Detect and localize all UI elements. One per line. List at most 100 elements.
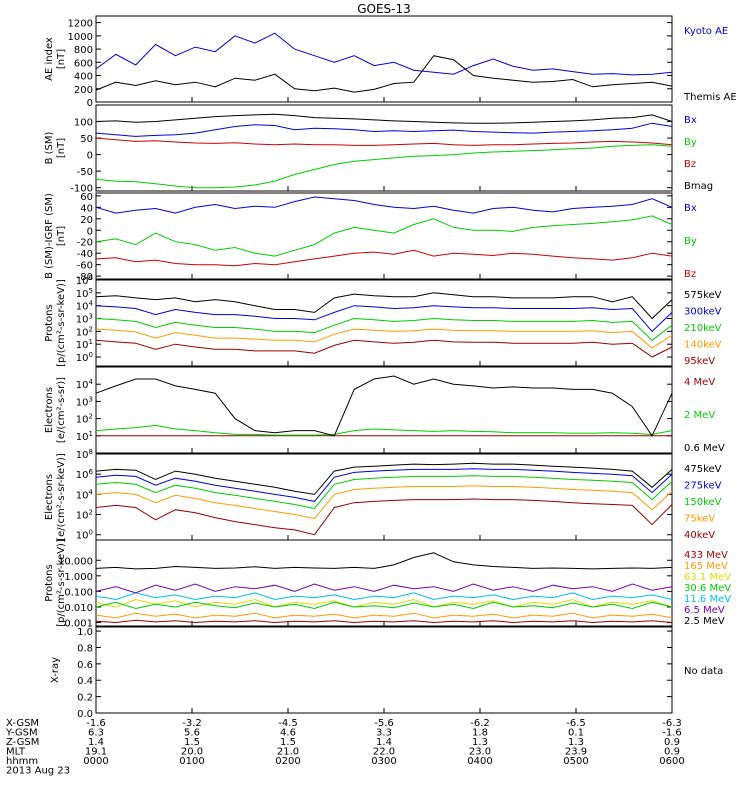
legend-label: Kyoto AE	[684, 26, 728, 37]
legend-label: 140keV	[684, 340, 722, 351]
y-tick-label: 800	[74, 45, 93, 56]
y-axis-label: Protons	[44, 564, 55, 601]
y-axis-label: AE index	[44, 37, 55, 81]
footer-cell: 0.9	[664, 737, 680, 748]
series-line-2-mev	[95, 424, 673, 436]
legend-label: 40keV	[684, 530, 715, 541]
y-axis-label: [nT]	[56, 138, 67, 158]
legend-label: 0.6 MeV	[684, 443, 725, 454]
y-tick-label: 0.4	[77, 676, 93, 687]
series-line-40kev	[95, 498, 673, 536]
y-tick-label: 0.100	[64, 587, 93, 598]
y-tick-label: 10.000	[58, 556, 93, 567]
legend-label: Bz	[684, 269, 696, 280]
legend-label: Bmag	[684, 181, 713, 192]
series-line-95kev	[95, 339, 673, 358]
footer-cell: 0100	[179, 756, 204, 767]
footer-cell: 23.9	[565, 747, 587, 758]
series-line-300kev	[95, 305, 673, 333]
y-tick-label: 0.010	[64, 603, 93, 614]
series-line-30.6-mev	[95, 601, 673, 610]
legend-label: Bx	[684, 203, 697, 214]
footer-cell: 4.6	[280, 728, 296, 739]
legend-label: 300keV	[684, 307, 722, 318]
series-line-bmag	[95, 113, 673, 124]
series-line-6.5-mev	[95, 583, 673, 594]
footer-cell: -6.3	[662, 718, 682, 729]
y-tick-label: 200	[74, 85, 93, 96]
y-tick-label: -50	[77, 167, 93, 178]
footer-date: 2013 Aug 23	[6, 766, 70, 777]
footer-cell: 0400	[467, 756, 492, 767]
y-axis-label: [nT]	[56, 49, 67, 69]
series-line-2.5-mev	[95, 552, 673, 570]
y-tick-label: 103	[76, 395, 93, 408]
series-line-475kev	[95, 462, 673, 495]
footer-cell: 0200	[275, 756, 300, 767]
footer-cell: 20.0	[181, 747, 203, 758]
y-tick-label: 1000	[68, 32, 93, 43]
footer-row-label: Z-GSM	[6, 737, 39, 748]
y-tick-label: 0	[87, 98, 93, 109]
footer-cell: -3.2	[182, 718, 202, 729]
footer-cell: 5.6	[184, 728, 200, 739]
series-line-75kev	[95, 485, 673, 520]
y-axis-label: X-ray	[50, 657, 61, 683]
footer-cell: 1.3	[568, 737, 584, 748]
footer-row-label: MLT	[6, 747, 26, 758]
panel-frame	[95, 539, 673, 627]
footer-cell: 21.0	[277, 747, 299, 758]
footer-cell: 1.4	[88, 737, 104, 748]
footer-cell: 1.5	[184, 737, 200, 748]
panel-0: 0 200 400 600 800 1000 1200 AE index [nT] Kyoto A…	[44, 15, 737, 109]
legend-label: Bz	[684, 159, 696, 170]
legend-label: By	[684, 137, 697, 148]
y-tick-label: 105	[76, 287, 93, 300]
y-tick-label: 20	[80, 215, 93, 226]
legend-label: 30.6 MeV	[684, 583, 731, 594]
y-tick-label: 108	[76, 448, 93, 461]
y-axis-label: Electrons	[44, 474, 55, 520]
legend-label: 275keV	[684, 481, 722, 492]
series-line-bz	[95, 137, 673, 146]
y-tick-label: 101	[76, 430, 93, 443]
footer-cell: -1.6	[86, 718, 106, 729]
footer-row-label: hhmm	[6, 756, 38, 767]
y-tick-label: -100	[70, 184, 93, 195]
panel-4: 101 102 103 104 Electrons [e/(cm²-s-sr)] 4 MeV…	[44, 366, 725, 454]
y-tick-label: 100	[76, 351, 93, 364]
legend-label: 95keV	[684, 356, 715, 367]
y-tick-label: 102	[76, 413, 93, 426]
y-tick-label: 0.6	[77, 660, 93, 671]
y-axis-label: [nT]	[56, 226, 67, 246]
panel-1: -100 -50 0 50 100 B (SM) [nT] Bx By Bz Bmag	[44, 104, 713, 195]
footer-cell: 0.1	[568, 728, 584, 739]
footer-cell: 1.3	[472, 737, 488, 748]
footer-cell: 3.3	[376, 728, 392, 739]
y-axis-label: Electrons	[44, 387, 55, 433]
y-tick-label: 0.001	[64, 619, 93, 630]
footer-cell: 1.8	[472, 728, 488, 739]
footer-cell: 1.5	[280, 737, 296, 748]
footer-cell: 0600	[659, 756, 684, 767]
footer-cell: 6.3	[88, 728, 104, 739]
y-tick-label: 0.0	[77, 709, 93, 720]
legend-label: 75keV	[684, 514, 715, 525]
panel-frame	[95, 366, 673, 454]
y-tick-label: -60	[77, 261, 93, 272]
legend-label: 575keV	[684, 290, 722, 301]
y-tick-label: 600	[74, 58, 93, 69]
series-line-bx	[95, 122, 673, 137]
footer-cell: -1.6	[662, 728, 682, 739]
y-tick-label: 100	[76, 529, 93, 542]
legend-label: 2 MeV	[684, 410, 715, 421]
y-tick-label: 400	[74, 72, 93, 83]
y-axis-label: [e/(cm²-s-sr-keV)]	[56, 453, 67, 541]
y-tick-label: 1.0	[77, 627, 93, 638]
y-tick-label: 0	[87, 226, 93, 237]
